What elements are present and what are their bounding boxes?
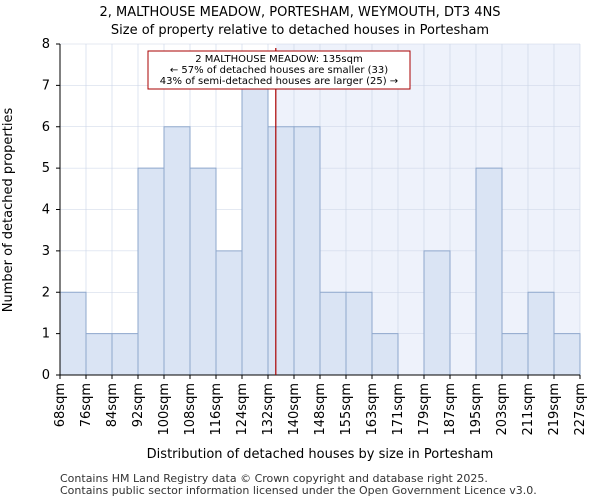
- histogram-bar: [319, 291, 347, 376]
- histogram-bar: [501, 333, 529, 376]
- y-tick-label: 6: [42, 120, 50, 135]
- annotation-larger-text: 43% of semi-detached houses are larger (…: [160, 76, 398, 87]
- x-tick-label: 132sqm: [261, 383, 276, 436]
- histogram-bar: [475, 167, 503, 376]
- x-tick-label: 140sqm: [287, 383, 302, 436]
- plot-area: 0 1 2 3 4 5 6 7 8 68sqm 76sqm 84sqm 92sqm 100sqm 108sq…: [42, 37, 588, 436]
- x-tick-label: 76sqm: [79, 383, 94, 427]
- y-tick-label: 2: [42, 285, 50, 300]
- footer-licence: Contains public sector information licen…: [60, 484, 537, 497]
- chart-subtitle: Size of property relative to detached ho…: [111, 23, 489, 38]
- histogram-bar: [215, 250, 243, 376]
- x-tick-label: 100sqm: [157, 383, 172, 436]
- x-tick-label: 124sqm: [235, 383, 250, 436]
- histogram-bar: [267, 126, 295, 376]
- histogram-bar: [293, 126, 321, 376]
- chart-title: 2, MALTHOUSE MEADOW, PORTESHAM, WEYMOUTH…: [99, 5, 500, 20]
- histogram-bar: [85, 333, 113, 376]
- x-tick-label: 171sqm: [391, 383, 406, 436]
- annotation-box: [147, 50, 411, 90]
- y-tick-label: 4: [42, 203, 50, 218]
- x-tick-label: 219sqm: [547, 383, 562, 436]
- annotation-title: 2 MALTHOUSE MEADOW: 135sqm: [195, 54, 362, 65]
- x-tick-label: 68sqm: [53, 383, 68, 427]
- x-tick-label: 187sqm: [443, 383, 458, 436]
- histogram-bar: [527, 291, 555, 376]
- x-tick-label: 116sqm: [209, 383, 224, 436]
- x-tick-label: 92sqm: [131, 383, 146, 427]
- x-tick-label: 211sqm: [521, 383, 536, 436]
- y-tick-label: 8: [42, 37, 50, 52]
- y-tick-label: 0: [42, 368, 50, 383]
- histogram-bar: [111, 333, 139, 376]
- x-tick-label: 195sqm: [469, 383, 484, 436]
- histogram-bar: [553, 333, 581, 376]
- histogram-bar: [241, 84, 269, 376]
- histogram-bar: [189, 167, 217, 376]
- histogram-bar: [345, 291, 373, 376]
- y-tick-label: 1: [42, 327, 50, 342]
- x-tick-label: 203sqm: [495, 383, 510, 436]
- histogram-bar: [163, 126, 191, 376]
- histogram-bar: [59, 291, 87, 376]
- x-tick-label: 155sqm: [339, 383, 354, 436]
- x-tick-label: 179sqm: [417, 383, 432, 436]
- y-tick-label: 7: [42, 78, 50, 93]
- annotation-smaller-text: ← 57% of detached houses are smaller (33…: [170, 65, 388, 76]
- histogram-bar: [371, 333, 399, 376]
- histogram-bar: [137, 167, 165, 376]
- y-axis-label: Number of detached properties: [1, 108, 16, 313]
- y-tick-label: 3: [42, 244, 50, 259]
- x-tick-label: 163sqm: [365, 383, 380, 436]
- y-tick-label: 5: [42, 161, 50, 176]
- x-axis-label: Distribution of detached houses by size …: [147, 447, 494, 462]
- x-tick-label: 227sqm: [573, 383, 588, 436]
- x-tick-label: 108sqm: [183, 383, 198, 436]
- footer-copyright: Contains HM Land Registry data © Crown c…: [60, 472, 488, 485]
- x-tick-label: 148sqm: [313, 383, 328, 436]
- x-tick-label: 84sqm: [105, 383, 120, 427]
- histogram-bar: [423, 250, 451, 376]
